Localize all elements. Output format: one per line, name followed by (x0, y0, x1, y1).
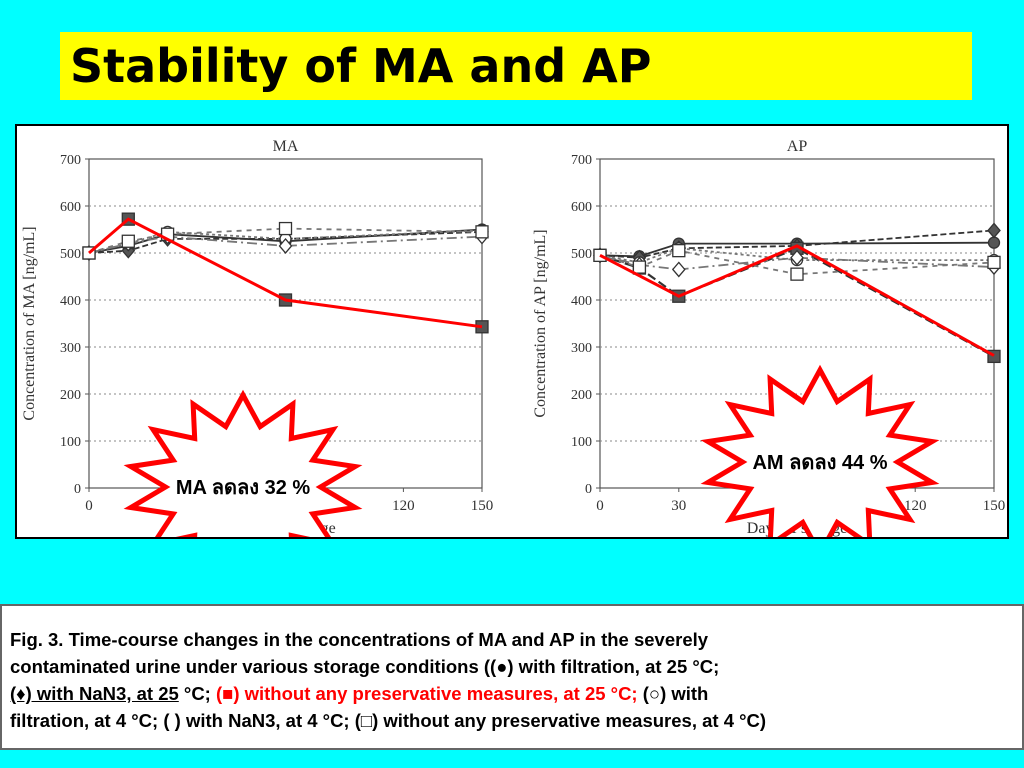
ma-y-tick-label: 100 (60, 435, 81, 450)
ap-marker-square-open (987, 255, 1001, 270)
ap-y-tick-label: 400 (571, 294, 592, 309)
ma-burst-label: MA ลดลง 32 % (176, 477, 311, 499)
ap-marker-square-open (632, 260, 647, 274)
ma-y-axis-label: Concentration of MA [ng/mL] (21, 226, 38, 420)
caption-line-3: (♦) with NaN3, at 25 °C; (■) without any… (10, 680, 1016, 707)
ap-x-tick-label: 30 (671, 498, 686, 514)
caption-line-3-mid: °C; (178, 683, 216, 704)
ap-y-axis-label: Concentration of AP [ng/mL] (532, 229, 549, 417)
ap-y-tick-label: 300 (571, 341, 592, 356)
caption-line-3-underlined: (♦) with NaN3, at 25 (10, 683, 179, 704)
ap-highlight-trend-line (599, 244, 995, 357)
ma-chart-title: MA (273, 138, 299, 155)
ap-chart-title: AP (787, 138, 808, 155)
ma-y-tick-label: 200 (60, 388, 81, 403)
ma-y-tick-label: 500 (60, 247, 81, 262)
ma-highlight-trend-line (88, 217, 483, 329)
ap-series-line (599, 229, 995, 259)
ap-y-tick-label: 600 (571, 200, 592, 215)
caption-line-2: contaminated urine under various storage… (10, 656, 720, 677)
ma-marker-square-open (475, 225, 489, 239)
ma-marker-square-open (278, 221, 293, 236)
figure-svg: 01002003004005006007000306090120150MACon… (21, 138, 1006, 537)
figure-panel: 01002003004005006007000306090120150MACon… (15, 124, 1009, 539)
ap-y-tick-label: 0 (585, 482, 592, 497)
ap-x-tick-label: 150 (983, 498, 1006, 514)
figure-caption: Fig. 3. Time-course changes in the conce… (0, 604, 1024, 750)
ma-y-tick-label: 400 (60, 294, 81, 309)
ma-y-tick-label: 600 (60, 200, 81, 215)
ap-y-tick-label: 700 (571, 153, 592, 168)
ma-x-tick-label: 0 (85, 498, 93, 514)
ma-x-tick-label: 120 (392, 498, 415, 514)
ma-x-tick-label: 150 (471, 498, 494, 514)
caption-line-1: Fig. 3. Time-course changes in the conce… (10, 629, 709, 650)
ap-y-tick-label: 500 (571, 247, 592, 262)
ma-burst-shape (123, 389, 363, 537)
caption-line-3-red: (■) without any preservative measures, a… (215, 683, 638, 704)
ap-marker-square-open (790, 267, 804, 281)
ap-burst-label: AM ลดลง 44 % (752, 452, 887, 474)
ap-y-tick-label: 100 (571, 435, 592, 450)
ap-x-tick-label: 0 (596, 498, 604, 514)
ap-marker-diamond-open (671, 261, 686, 278)
caption-line-3-tail: (○) with (637, 683, 709, 704)
ap-x-tick-label: 120 (904, 498, 927, 514)
ap-y-tick-label: 200 (571, 388, 592, 403)
ma-y-tick-label: 300 (60, 341, 81, 356)
ap-marker-circle-filled (987, 236, 1001, 249)
ma-marker-diamond-open (278, 237, 293, 254)
caption-line-4: filtration, at 4 °C; ( ) with NaN3, at 4… (10, 710, 767, 731)
ma-marker-square-open (121, 234, 135, 248)
ap-marker-diamond-filled (987, 222, 1001, 239)
ap-burst-shape (700, 364, 940, 537)
ap-marker-square-open (672, 244, 686, 258)
ma-y-tick-label: 700 (60, 153, 81, 168)
ma-y-tick-label: 0 (74, 482, 81, 497)
ap-marker-diamond-open (790, 249, 804, 266)
slide-title: Stability of MA and AP (70, 39, 652, 93)
title-box: Stability of MA and AP (60, 32, 972, 100)
ap-series-line (599, 247, 995, 358)
